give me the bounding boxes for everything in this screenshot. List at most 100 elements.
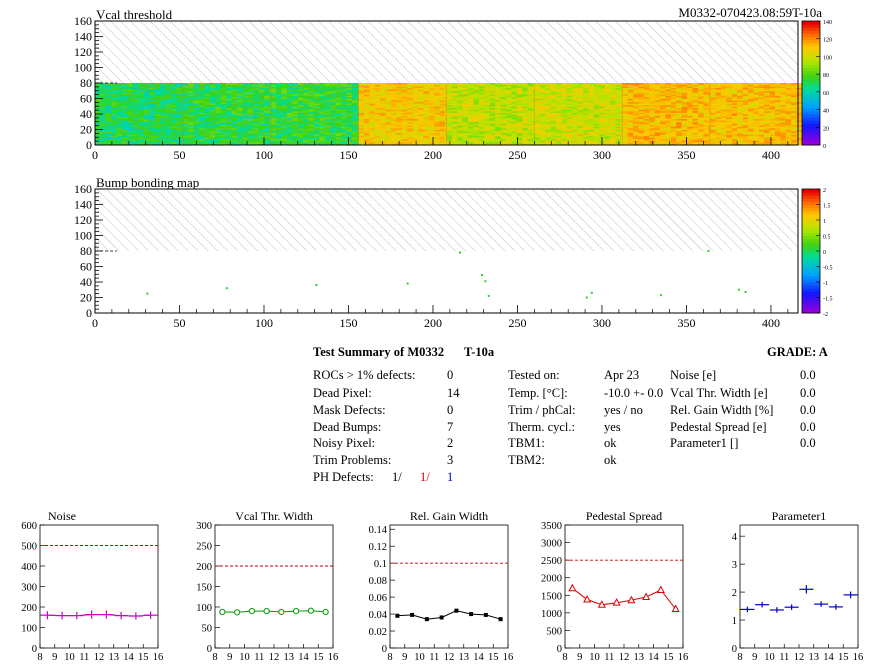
heatmap-cell: [500, 104, 507, 107]
heatmap-cell: [511, 104, 518, 107]
heatmap-cell: [561, 138, 568, 141]
heatmap-cell: [489, 90, 496, 93]
heatmap-cell: [720, 112, 727, 115]
heatmap-cell: [95, 89, 101, 92]
heatmap-cell: [561, 114, 568, 116]
heatmap-cell: [341, 132, 347, 135]
heatmap-cell: [264, 138, 270, 141]
heatmap-cell: [199, 121, 205, 124]
heatmap-cell: [633, 103, 639, 106]
heatmap-cell: [287, 143, 293, 146]
heatmap-cell: [407, 117, 414, 120]
heatmap-cell: [116, 103, 123, 106]
heatmap-cell: [226, 131, 232, 134]
heatmap-cell: [506, 140, 512, 143]
heatmap-cell: [188, 124, 195, 127]
heatmap-cell: [665, 143, 672, 146]
heatmap-cell: [451, 107, 458, 110]
heatmap-cell: [209, 86, 216, 89]
heatmap-cell: [143, 107, 150, 110]
heatmap-cell: [681, 89, 688, 92]
heatmap-cell: [242, 89, 249, 92]
heatmap-cell: [369, 124, 376, 127]
heatmap-cell: [638, 93, 645, 96]
heatmap-cell: [516, 120, 523, 123]
heatmap-cell: [593, 84, 600, 87]
heatmap-cell: [583, 86, 589, 89]
heatmap-cell: [188, 135, 195, 138]
heatmap-cell: [692, 114, 699, 116]
heatmap-cell: [737, 128, 744, 130]
heatmap-cell: [478, 100, 485, 103]
heatmap-cell: [116, 110, 123, 113]
heatmap-cell: [330, 93, 337, 96]
heatmap-cell: [281, 120, 288, 123]
heatmap-cell: [423, 103, 430, 106]
heatmap-cell: [292, 110, 299, 113]
heatmap-cell: [604, 134, 611, 137]
heatmap-cell: [380, 143, 387, 146]
heatmap-cell: [527, 117, 534, 120]
heatmap-cell: [314, 143, 320, 146]
heatmap-cell: [105, 112, 112, 115]
heatmap-cell: [726, 110, 733, 113]
heatmap-cell: [132, 90, 139, 93]
heatmap-cell: [391, 134, 397, 137]
heatmap-cell: [468, 96, 474, 99]
heatmap-cell: [116, 140, 123, 143]
heatmap-cell: [577, 96, 584, 99]
heatmap-cell: [698, 118, 704, 121]
heatmap-cell: [264, 126, 270, 129]
heatmap-cell: [604, 138, 611, 141]
heatmap-cell: [710, 132, 716, 135]
heatmap-cell: [199, 90, 205, 93]
heatmap-cell: [351, 93, 358, 96]
heatmap-cell: [610, 124, 616, 127]
heatmap-cell: [539, 143, 546, 146]
heatmap-cell: [127, 126, 134, 129]
heatmap-cell: [127, 103, 134, 106]
heatmap-cell: [649, 140, 656, 143]
heatmap-cell: [522, 135, 529, 138]
heatmap-cell: [247, 123, 254, 126]
heatmap-cell: [720, 140, 727, 143]
heatmap-cell: [165, 95, 172, 98]
heatmap-cell: [446, 107, 453, 110]
heatmap-cell: [319, 120, 326, 123]
heatmap-cell: [127, 131, 134, 134]
heatmap-cell: [687, 100, 693, 103]
heatmap-cell: [720, 100, 727, 103]
heatmap-cell: [364, 86, 370, 89]
heatmap-cell: [572, 109, 579, 112]
heatmap-cell: [351, 95, 358, 98]
heatmap-cell: [215, 129, 222, 132]
heatmap-cell: [182, 92, 189, 95]
heatmap-cell: [127, 118, 134, 121]
heatmap-cell: [423, 128, 430, 130]
heatmap-cell: [692, 141, 699, 144]
heatmap-cell: [319, 123, 326, 126]
heatmap-cell: [412, 128, 419, 130]
heatmap-cell: [100, 84, 107, 87]
heatmap-cell: [495, 92, 502, 95]
heatmap-cell: [264, 92, 270, 95]
heatmap-cell: [478, 138, 485, 141]
heatmap-cell: [253, 110, 260, 113]
heatmap-cell: [703, 118, 710, 121]
heatmap-cell: [105, 87, 112, 90]
heatmap-cell: [506, 128, 512, 130]
heatmap-cell: [292, 132, 299, 135]
heatmap-cell: [604, 137, 611, 140]
heatmap-cell: [457, 100, 464, 103]
heatmap-cell: [330, 121, 337, 124]
heatmap-cell: [193, 96, 200, 99]
heatmap-cell: [396, 134, 403, 137]
heatmap-cell: [215, 87, 222, 90]
heatmap-cell: [439, 107, 446, 110]
heatmap-cell: [428, 115, 435, 118]
heatmap-cell: [418, 128, 424, 130]
heatmap-cell: [615, 143, 622, 146]
heatmap-cell: [500, 110, 507, 113]
heatmap-cell: [143, 90, 150, 93]
heatmap-cell: [534, 86, 541, 89]
